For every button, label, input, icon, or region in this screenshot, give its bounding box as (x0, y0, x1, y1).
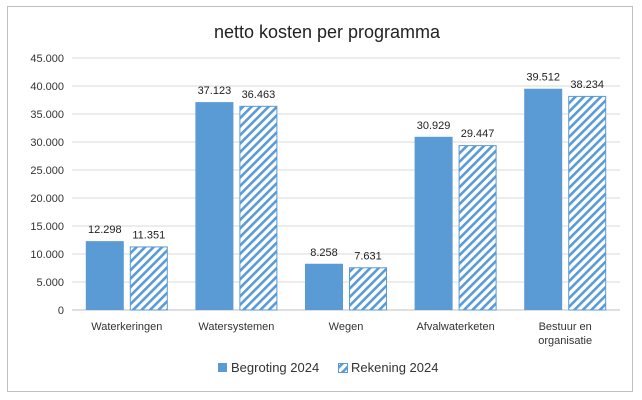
x-category-label: Waterkeringen (91, 321, 162, 333)
bar-rekening (129, 246, 168, 311)
y-tick-label: 0 (58, 305, 64, 317)
bar-begroting (195, 102, 234, 310)
x-category-label: organisatie (538, 335, 592, 347)
data-label: 8.258 (310, 247, 338, 259)
x-category-label: Bestuur en (539, 321, 592, 333)
y-tick-label: 15.000 (30, 221, 64, 233)
y-tick-label: 30.000 (30, 137, 64, 149)
bar-begroting (85, 241, 124, 310)
data-label: 39.512 (526, 72, 560, 84)
bar-begroting (305, 263, 343, 310)
bar-rekening (239, 105, 278, 311)
y-axis-ticks: 0 5.000 10.000 15.000 20.000 25.000 30.000 35.0… (30, 53, 64, 317)
bar-rekening (568, 95, 607, 311)
x-category-label: Wegen (329, 321, 364, 333)
bars (85, 88, 607, 311)
legend: Begroting 2024 Rekening 2024 (218, 360, 438, 375)
legend-label: Begroting 2024 (231, 360, 319, 375)
chart-title: netto kosten per programma (214, 22, 441, 42)
x-category-label: Afvalwaterketen (416, 321, 494, 333)
y-tick-label: 35.000 (30, 109, 64, 121)
data-label: 12.298 (88, 224, 122, 236)
data-label: 29.447 (461, 128, 495, 140)
bar-rekening (458, 145, 497, 311)
data-label: 7.631 (354, 250, 382, 262)
data-labels: 12.298 11.351 37.123 36.463 8.258 7.631 30.929… (88, 72, 604, 263)
legend-swatch-rekening (338, 363, 348, 373)
data-label: 30.929 (417, 120, 451, 132)
data-label: 38.234 (570, 79, 604, 91)
y-tick-label: 40.000 (30, 81, 64, 93)
legend-label: Rekening 2024 (351, 360, 438, 375)
y-tick-label: 45.000 (30, 53, 64, 65)
data-label: 36.463 (242, 89, 276, 101)
bar-rekening (349, 267, 387, 311)
y-tick-label: 25.000 (30, 165, 64, 177)
x-axis-categories: Waterkeringen Watersystemen Wegen Afvalwate… (91, 321, 592, 347)
data-label: 11.351 (132, 229, 165, 241)
legend-swatch-begroting (218, 363, 227, 372)
x-category-label: Watersystemen (198, 321, 274, 333)
bar-begroting (524, 88, 563, 310)
bar-begroting (414, 136, 453, 310)
y-tick-label: 10.000 (30, 249, 64, 261)
y-tick-label: 20.000 (30, 193, 64, 205)
y-tick-label: 5.000 (36, 277, 64, 289)
data-label: 37.123 (198, 85, 232, 97)
